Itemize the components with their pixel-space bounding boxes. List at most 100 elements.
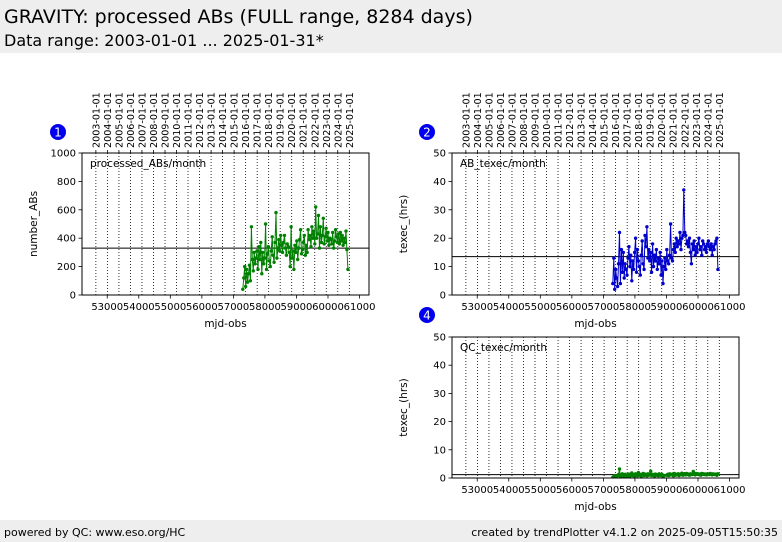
page-header: GRAVITY: processed ABs (FULL range, 8284… xyxy=(0,0,782,53)
data-point xyxy=(287,250,291,255)
panel-series-label: AB_texec/month xyxy=(460,158,546,170)
data-point xyxy=(269,249,273,253)
data-point xyxy=(295,239,299,243)
data-point xyxy=(638,273,642,277)
data-point xyxy=(284,253,289,257)
data-point xyxy=(282,233,287,238)
date-tick-label: 2013-01-01 xyxy=(577,92,588,148)
data-point xyxy=(627,245,631,249)
data-point xyxy=(687,236,692,240)
date-tick-label: 2019-01-01 xyxy=(276,92,287,148)
data-point xyxy=(710,253,714,257)
x-tick-label: 56000 xyxy=(556,302,588,313)
data-point xyxy=(662,474,666,478)
data-point xyxy=(325,239,329,243)
chart-panel-2: 2 2003-01-01 2004-01-01 2005-01-01 2006-01-0… xyxy=(398,92,745,330)
x-axis-label: mjd-obs xyxy=(204,318,246,330)
date-tick-label: 2021-01-01 xyxy=(669,92,680,148)
x-tick-label: 59000 xyxy=(651,302,683,313)
y-tick-label: 10 xyxy=(433,445,446,456)
plots-canvas: 1 2003-01-01 2004-01-01 2005-01-01 2006-01-0… xyxy=(28,92,745,513)
y-tick-label: 1000 xyxy=(51,149,76,160)
data-point xyxy=(617,230,622,235)
footer-credit: powered by QC: www.eso.org/HC xyxy=(4,526,186,539)
date-tick-label: 2009-01-01 xyxy=(531,92,542,148)
date-tick-label: 2008-01-01 xyxy=(149,92,160,148)
panel-marker-circle xyxy=(50,124,66,140)
data-point xyxy=(253,262,257,266)
data-point xyxy=(346,267,350,272)
data-point xyxy=(312,229,316,233)
data-point xyxy=(716,267,720,272)
data-point xyxy=(306,228,310,232)
data-point xyxy=(623,262,627,266)
data-point xyxy=(661,281,665,286)
data-point xyxy=(674,236,678,240)
data-point xyxy=(305,250,309,255)
date-tick-label: 2018-01-01 xyxy=(634,92,645,148)
y-tick-label: 0 xyxy=(440,474,446,485)
data-point xyxy=(632,267,636,272)
panel-marker-number: 2 xyxy=(423,126,431,140)
data-point xyxy=(705,242,710,246)
data-point xyxy=(322,242,326,246)
y-axis-label: texec_(hrs) xyxy=(398,195,410,253)
data-point xyxy=(338,230,342,235)
axes-frame xyxy=(81,152,370,296)
date-tick-label: 2023-01-01 xyxy=(322,92,333,148)
data-point xyxy=(631,259,635,263)
data-point xyxy=(286,245,290,249)
y-tick-label: 30 xyxy=(433,389,446,400)
data-point xyxy=(243,264,247,269)
data-point xyxy=(682,188,686,192)
y-tick-label: 20 xyxy=(433,417,446,428)
data-point xyxy=(670,259,675,263)
data-point xyxy=(659,273,663,277)
x-tick-label: 53000 xyxy=(461,302,493,313)
data-point xyxy=(614,267,618,272)
data-point xyxy=(242,276,246,280)
data-point xyxy=(316,213,321,218)
panel-marker-circle xyxy=(419,124,435,140)
x-tick-label: 56000 xyxy=(556,485,588,496)
y-tick-label: 40 xyxy=(433,177,446,188)
x-tick-label: 54000 xyxy=(123,302,155,313)
data-point xyxy=(296,257,300,262)
data-point xyxy=(314,236,319,240)
date-tick-label: 2023-01-01 xyxy=(692,92,703,148)
data-point xyxy=(692,239,696,243)
data-point xyxy=(326,230,330,235)
data-point xyxy=(613,287,617,291)
y-tick-label: 50 xyxy=(433,333,446,344)
y-tick-label: 10 xyxy=(433,262,446,273)
data-point xyxy=(290,256,294,260)
data-point xyxy=(698,247,702,252)
date-tick-label: 2007-01-01 xyxy=(507,92,518,148)
date-tick-label: 2018-01-01 xyxy=(264,92,275,148)
data-point xyxy=(615,284,620,289)
data-point xyxy=(274,210,278,215)
data-point xyxy=(714,239,718,243)
date-tick-label: 2005-01-01 xyxy=(484,92,495,148)
data-point xyxy=(680,236,684,240)
data-point xyxy=(260,272,264,276)
data-point xyxy=(648,259,652,263)
data-point xyxy=(644,245,648,249)
data-point xyxy=(244,267,249,272)
data-point xyxy=(634,270,639,274)
data-point xyxy=(629,253,633,257)
data-point xyxy=(641,262,645,266)
data-point xyxy=(642,267,646,272)
data-point xyxy=(301,240,306,245)
data-point xyxy=(273,240,277,245)
y-tick-label: 0 xyxy=(70,291,76,302)
x-tick-label: 58000 xyxy=(619,302,651,313)
page-footer: powered by QC: www.eso.org/HC created by… xyxy=(0,520,782,542)
data-point xyxy=(341,243,345,247)
data-point xyxy=(334,235,339,239)
data-point xyxy=(323,235,327,239)
data-point xyxy=(622,276,626,280)
data-point xyxy=(716,472,720,476)
data-point xyxy=(308,233,312,238)
date-tick-label: 2012-01-01 xyxy=(195,92,206,148)
